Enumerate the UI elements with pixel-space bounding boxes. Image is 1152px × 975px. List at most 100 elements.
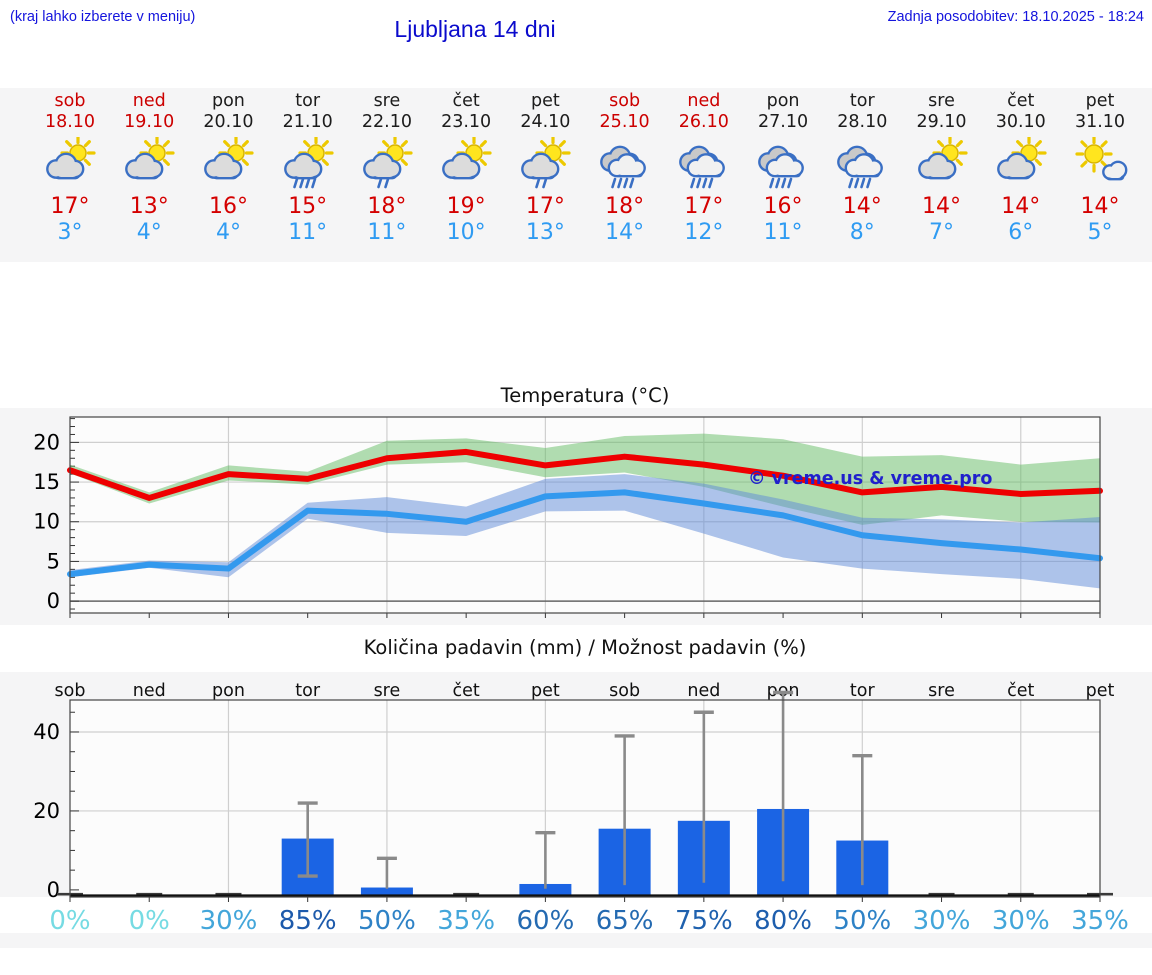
forecast-day: tor 28.10 14° 8°	[823, 88, 902, 262]
day-label: pet	[531, 681, 560, 701]
precip-probability-label: 60%	[516, 906, 574, 936]
partly-cloudy-rain-icon	[280, 135, 336, 189]
day-date-label: 24.10	[520, 112, 571, 132]
forecast-day: sre 29.10 14° 7°	[902, 88, 981, 262]
forecast-day: pet 31.10 14° 5°	[1061, 88, 1140, 262]
min-temp-label: 4°	[136, 220, 162, 245]
precip-probability-label: 30%	[992, 906, 1050, 936]
rain-icon	[597, 137, 653, 189]
day-label: pet	[1086, 681, 1115, 701]
day-date-label: 18.10	[44, 112, 96, 132]
temperature-chart: 0 5 10 15 20 © vreme.us & vreme.pro	[0, 408, 1152, 625]
day-label: sob	[609, 681, 640, 701]
day-label: pon	[212, 681, 245, 701]
max-temp-label: 18°	[605, 194, 645, 219]
min-temp-label: 12°	[684, 220, 724, 245]
day-name-label: sre	[373, 91, 401, 111]
min-temp-label: 14°	[605, 220, 645, 245]
location-menu-note: (kraj lahko izberete v meniju)	[10, 9, 196, 25]
min-temp-label: 13°	[525, 220, 565, 245]
partly-cloudy-icon	[121, 135, 177, 189]
precip-probability-label: 35%	[1071, 906, 1129, 936]
precip-whisker	[297, 801, 318, 878]
day-date-label: 19.10	[124, 112, 175, 132]
day-date-label: 29.10	[916, 112, 967, 132]
day-label: čet	[1007, 681, 1034, 701]
day-date-label: 25.10	[599, 112, 650, 132]
min-temp-range-band	[70, 474, 1100, 589]
svg-text:0: 0	[47, 878, 60, 902]
partly-cloudy-icon	[200, 135, 256, 189]
mostly-sunny-icon	[1072, 135, 1128, 189]
min-temp-label: 11°	[288, 220, 328, 245]
precip-probability-label: 65%	[596, 906, 654, 936]
precip-zero-bar	[453, 892, 480, 896]
min-temp-label: 11°	[367, 220, 407, 245]
precip-zero-bar	[1007, 892, 1034, 896]
min-temp-label: 6°	[1008, 220, 1034, 245]
precip-probability-label: 50%	[358, 906, 416, 936]
max-temp-label: 17°	[525, 194, 565, 219]
max-temp-label: 14°	[1080, 194, 1120, 219]
min-temp-label: 8°	[849, 220, 875, 245]
max-temp-label: 14°	[842, 194, 882, 219]
precip-probability-label: 35%	[437, 906, 495, 936]
svg-text:0: 0	[47, 589, 60, 613]
precip-bar	[519, 883, 572, 896]
watermark: © vreme.us & vreme.pro	[748, 469, 992, 489]
forecast-day: čet 23.10 19° 10°	[427, 88, 506, 262]
last-updated-label: Zadnja posodobitev: 18.10.2025 - 18:24	[887, 9, 1144, 25]
max-temp-label: 13°	[129, 194, 169, 219]
precip-probability-label: 75%	[675, 906, 733, 936]
max-temp-label: 16°	[763, 194, 803, 219]
svg-text:5: 5	[47, 549, 60, 573]
partly-cloudy-icon	[42, 135, 98, 189]
svg-text:40: 40	[33, 720, 60, 744]
rain-icon	[834, 137, 890, 189]
max-temp-range-band	[70, 433, 1100, 525]
max-temp-label: 17°	[684, 194, 724, 219]
day-date-label: 22.10	[361, 112, 412, 132]
precip-probability-label: 80%	[754, 906, 812, 936]
max-temp-line	[67, 448, 1103, 501]
day-name-label: ned	[687, 91, 721, 111]
min-temp-label: 4°	[215, 220, 241, 245]
min-temp-label: 3°	[57, 220, 83, 245]
max-temp-label: 17°	[50, 194, 90, 219]
min-temp-label: 7°	[929, 220, 955, 245]
rain-icon	[676, 137, 732, 189]
precip-zero-bar	[215, 892, 242, 896]
day-name-label: tor	[295, 91, 321, 111]
precip-whisker	[693, 710, 714, 883]
precip-bar	[360, 887, 413, 896]
partly-cloudy-icon	[993, 135, 1049, 189]
forecast-day: sob 18.10 17° 3°	[31, 88, 110, 262]
day-name-label: čet	[452, 91, 480, 111]
partly-cloudy-icon	[438, 135, 494, 189]
day-name-label: sob	[609, 91, 641, 111]
max-temp-label: 16°	[208, 194, 248, 219]
day-name-label: pon	[766, 91, 800, 111]
precip-probability-label: 85%	[279, 906, 337, 936]
day-label: sre	[374, 681, 401, 701]
precip-zero-bar	[136, 892, 163, 896]
precip-probability-label: 30%	[913, 906, 971, 936]
max-temp-label: 14°	[922, 194, 962, 219]
precip-probability-label: 50%	[833, 906, 891, 936]
forecast-day: sob 25.10 18° 14°	[585, 88, 664, 262]
day-label: sob	[55, 681, 86, 701]
day-name-label: čet	[1007, 91, 1035, 111]
max-temp-label: 14°	[1001, 194, 1041, 219]
day-date-label: 30.10	[995, 112, 1046, 132]
day-label: čet	[453, 681, 480, 701]
day-name-label: tor	[849, 91, 875, 111]
precip-probability-label: 0%	[129, 906, 170, 936]
day-name-label: pet	[531, 91, 560, 111]
precip-whisker	[773, 690, 794, 882]
day-date-label: 28.10	[837, 112, 888, 132]
forecast-day: čet 30.10 14° 6°	[981, 88, 1060, 262]
day-date-label: 21.10	[282, 112, 333, 132]
day-date-label: 20.10	[203, 112, 254, 132]
precipitation-chart: sobnedpontorsrečetpetsobnedpontorsrečetp…	[0, 672, 1152, 948]
forecast-day: pon 27.10 16° 11°	[744, 88, 823, 262]
